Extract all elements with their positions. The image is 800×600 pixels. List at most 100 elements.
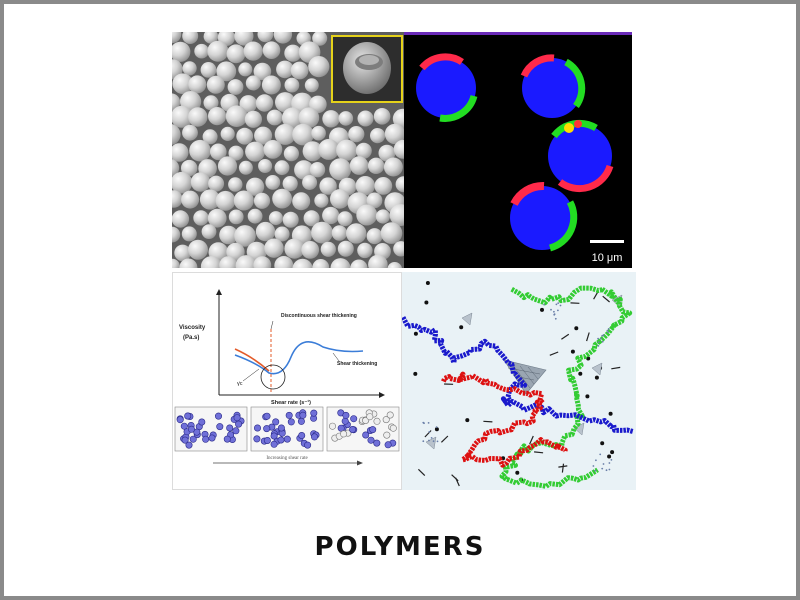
- solvent-dot: [608, 411, 613, 416]
- suspended-particle: [367, 436, 375, 444]
- microsphere: [302, 175, 318, 190]
- microsphere: [243, 41, 263, 61]
- microsphere: [172, 124, 181, 145]
- suspended-particle: [283, 435, 291, 443]
- janus-particle: [520, 54, 586, 118]
- microsphere: [181, 226, 197, 242]
- microsphere: [290, 61, 309, 80]
- microsphere: [281, 107, 304, 129]
- molecule-cluster-dot: [428, 439, 430, 442]
- microsphere: [202, 129, 218, 145]
- molecule-cluster-dot: [610, 459, 613, 461]
- microsphere: [225, 105, 248, 127]
- microsphere: [194, 43, 209, 59]
- molecule-cluster-dot: [601, 340, 604, 343]
- increasing-shear-rate-label: Increasing shear rate: [266, 456, 308, 461]
- suspended-particle: [176, 416, 184, 424]
- microsphere: [336, 139, 358, 161]
- microsphere: [373, 108, 391, 125]
- microsphere: [330, 189, 350, 209]
- suspended-particle: [208, 434, 216, 442]
- microsphere: [172, 226, 181, 243]
- microsphere: [210, 143, 227, 161]
- solvent-dot: [570, 349, 575, 354]
- rod-additive: [417, 468, 426, 477]
- shear-thickening-schematic: Viscosity (Pa.s) Shear rate (s⁻¹) Discon…: [172, 272, 402, 490]
- suspended-particle: [298, 432, 306, 440]
- molecule-cluster-dot: [423, 422, 425, 425]
- cone-additive: [591, 362, 603, 376]
- microsphere: [314, 193, 329, 208]
- molecule-cluster-dot: [427, 422, 430, 424]
- microsphere: [228, 145, 244, 161]
- suspended-particle: [329, 422, 337, 430]
- microsphere: [257, 32, 274, 43]
- solvent-dot: [465, 418, 470, 423]
- cone-additive: [461, 312, 473, 326]
- highlight-circle: [260, 364, 286, 390]
- rod-additive: [455, 477, 460, 487]
- microsphere: [303, 210, 320, 227]
- green-polymer-chain: [499, 285, 633, 489]
- suspended-particle: [189, 435, 197, 443]
- molecule-cluster-dot: [550, 308, 552, 311]
- microsphere: [276, 60, 294, 79]
- molecule-cluster-dot: [553, 310, 555, 313]
- microsphere: [172, 105, 193, 128]
- microsphere: [357, 242, 373, 259]
- molecule-cluster-dot: [543, 303, 545, 306]
- microsphere: [272, 188, 292, 209]
- rod-additive: [602, 295, 610, 303]
- molecule-cluster-dot: [606, 329, 609, 332]
- microsphere: [207, 208, 227, 228]
- suspended-particle: [232, 427, 240, 435]
- molecule-cluster-dot: [601, 334, 604, 337]
- microsphere: [174, 244, 191, 262]
- microsphere: [254, 126, 273, 145]
- microsphere: [208, 107, 227, 126]
- microsphere: [228, 209, 244, 225]
- microsphere: [206, 75, 225, 94]
- microsphere: [273, 32, 293, 44]
- microsphere: [320, 241, 336, 257]
- solvent-dot: [578, 371, 583, 376]
- microsphere: [200, 62, 217, 78]
- microsphere: [304, 78, 319, 93]
- suspended-particle: [270, 432, 278, 440]
- suspended-particle: [235, 420, 243, 428]
- microsphere: [220, 126, 235, 141]
- microsphere: [236, 127, 254, 145]
- microsphere: [384, 123, 404, 145]
- microsphere: [172, 32, 182, 44]
- microsphere: [355, 142, 372, 159]
- microsphere: [331, 225, 348, 241]
- x-axis-label: Shear rate (s⁻¹): [271, 399, 311, 406]
- microsphere: [274, 160, 290, 176]
- microsphere: [378, 144, 396, 162]
- microsphere: [263, 140, 283, 159]
- microsphere: [366, 228, 383, 245]
- suspended-particle: [341, 417, 349, 425]
- molecule-cluster-dot: [607, 331, 609, 334]
- microsphere: [182, 124, 198, 141]
- microsphere: [284, 77, 300, 93]
- microsphere: [188, 107, 208, 127]
- microsphere: [322, 110, 340, 128]
- microsphere: [356, 204, 378, 226]
- microsphere: [200, 256, 222, 268]
- microsphere: [350, 259, 368, 268]
- rod-additive: [440, 435, 449, 443]
- microsphere: [201, 224, 217, 240]
- suspended-particle: [382, 416, 390, 424]
- janus-particle: [510, 182, 578, 252]
- microsphere: [264, 238, 284, 258]
- microsphere: [255, 94, 274, 112]
- suspended-particle: [253, 435, 261, 443]
- suspended-particle: [233, 414, 241, 422]
- suspended-particle: [272, 418, 280, 426]
- microsphere: [282, 211, 299, 228]
- molecule-cluster-dot: [608, 462, 611, 464]
- suspended-particle: [383, 431, 391, 439]
- microsphere: [357, 110, 374, 127]
- solvent-dot: [413, 371, 418, 376]
